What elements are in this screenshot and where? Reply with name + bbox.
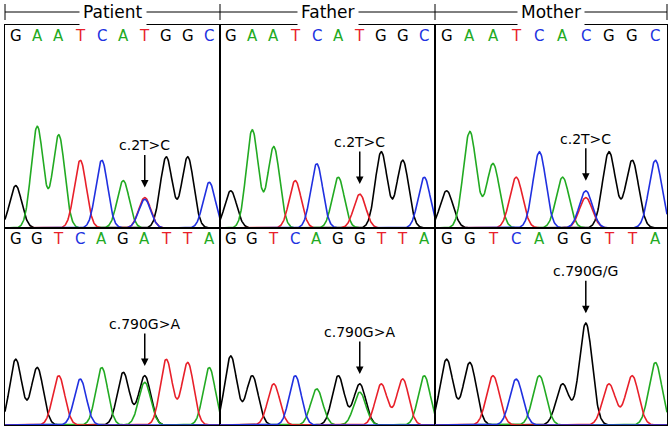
svg-text:T: T: [627, 230, 638, 248]
svg-text:G: G: [246, 230, 258, 248]
svg-text:C: C: [97, 27, 107, 45]
svg-text:A: A: [464, 27, 475, 45]
svg-text:c.2T>C: c.2T>C: [334, 134, 385, 150]
svg-text:C: C: [511, 230, 521, 248]
svg-text:Mother: Mother: [521, 2, 581, 22]
svg-text:G: G: [626, 27, 638, 45]
svg-text:G: G: [464, 230, 476, 248]
svg-text:A: A: [139, 230, 150, 248]
svg-text:T: T: [53, 230, 64, 248]
svg-text:A: A: [488, 27, 499, 45]
svg-text:G: G: [182, 27, 194, 45]
svg-text:T: T: [75, 27, 86, 45]
svg-text:G: G: [160, 27, 172, 45]
svg-text:C: C: [75, 230, 85, 248]
svg-text:A: A: [96, 230, 107, 248]
svg-text:C: C: [312, 27, 322, 45]
svg-text:G: G: [375, 27, 387, 45]
svg-text:T: T: [290, 27, 301, 45]
svg-text:T: T: [376, 230, 387, 248]
svg-text:C: C: [419, 27, 429, 45]
svg-text:A: A: [650, 230, 661, 248]
svg-text:A: A: [32, 27, 43, 45]
svg-text:G: G: [332, 230, 344, 248]
svg-text:G: G: [225, 230, 237, 248]
svg-text:A: A: [53, 27, 64, 45]
svg-text:T: T: [182, 230, 193, 248]
svg-text:G: G: [580, 230, 592, 248]
svg-text:C: C: [290, 230, 300, 248]
svg-text:A: A: [333, 27, 344, 45]
svg-text:G: G: [397, 27, 409, 45]
svg-text:G: G: [117, 230, 129, 248]
svg-text:T: T: [488, 230, 499, 248]
svg-text:A: A: [534, 230, 545, 248]
svg-text:c.790G>A: c.790G>A: [109, 316, 180, 332]
svg-text:C: C: [204, 27, 214, 45]
svg-text:c.790G>A: c.790G>A: [324, 324, 395, 340]
svg-text:c.2T>C: c.2T>C: [119, 137, 170, 153]
svg-text:C: C: [534, 27, 544, 45]
svg-text:T: T: [511, 27, 522, 45]
svg-text:A: A: [118, 27, 129, 45]
svg-text:T: T: [354, 27, 365, 45]
svg-text:G: G: [10, 230, 22, 248]
svg-text:A: A: [419, 230, 430, 248]
svg-text:G: G: [603, 27, 615, 45]
svg-text:C: C: [650, 27, 660, 45]
svg-text:T: T: [161, 230, 172, 248]
svg-text:A: A: [204, 230, 215, 248]
svg-text:G: G: [354, 230, 366, 248]
svg-text:T: T: [397, 230, 408, 248]
svg-text:G: G: [31, 230, 43, 248]
svg-text:A: A: [557, 27, 568, 45]
svg-text:G: G: [441, 27, 453, 45]
svg-text:T: T: [139, 27, 150, 45]
svg-text:T: T: [604, 230, 615, 248]
svg-text:c.790G/G: c.790G/G: [553, 263, 618, 279]
svg-text:G: G: [225, 27, 237, 45]
svg-text:T: T: [268, 230, 279, 248]
svg-text:A: A: [311, 230, 322, 248]
svg-text:C: C: [581, 27, 591, 45]
svg-text:G: G: [10, 27, 22, 45]
svg-text:A: A: [268, 27, 279, 45]
svg-text:G: G: [441, 230, 453, 248]
svg-text:c.2T>C: c.2T>C: [560, 131, 611, 147]
svg-text:Patient: Patient: [83, 2, 143, 22]
svg-text:A: A: [247, 27, 258, 45]
svg-text:Father: Father: [301, 2, 355, 22]
svg-text:G: G: [557, 230, 569, 248]
